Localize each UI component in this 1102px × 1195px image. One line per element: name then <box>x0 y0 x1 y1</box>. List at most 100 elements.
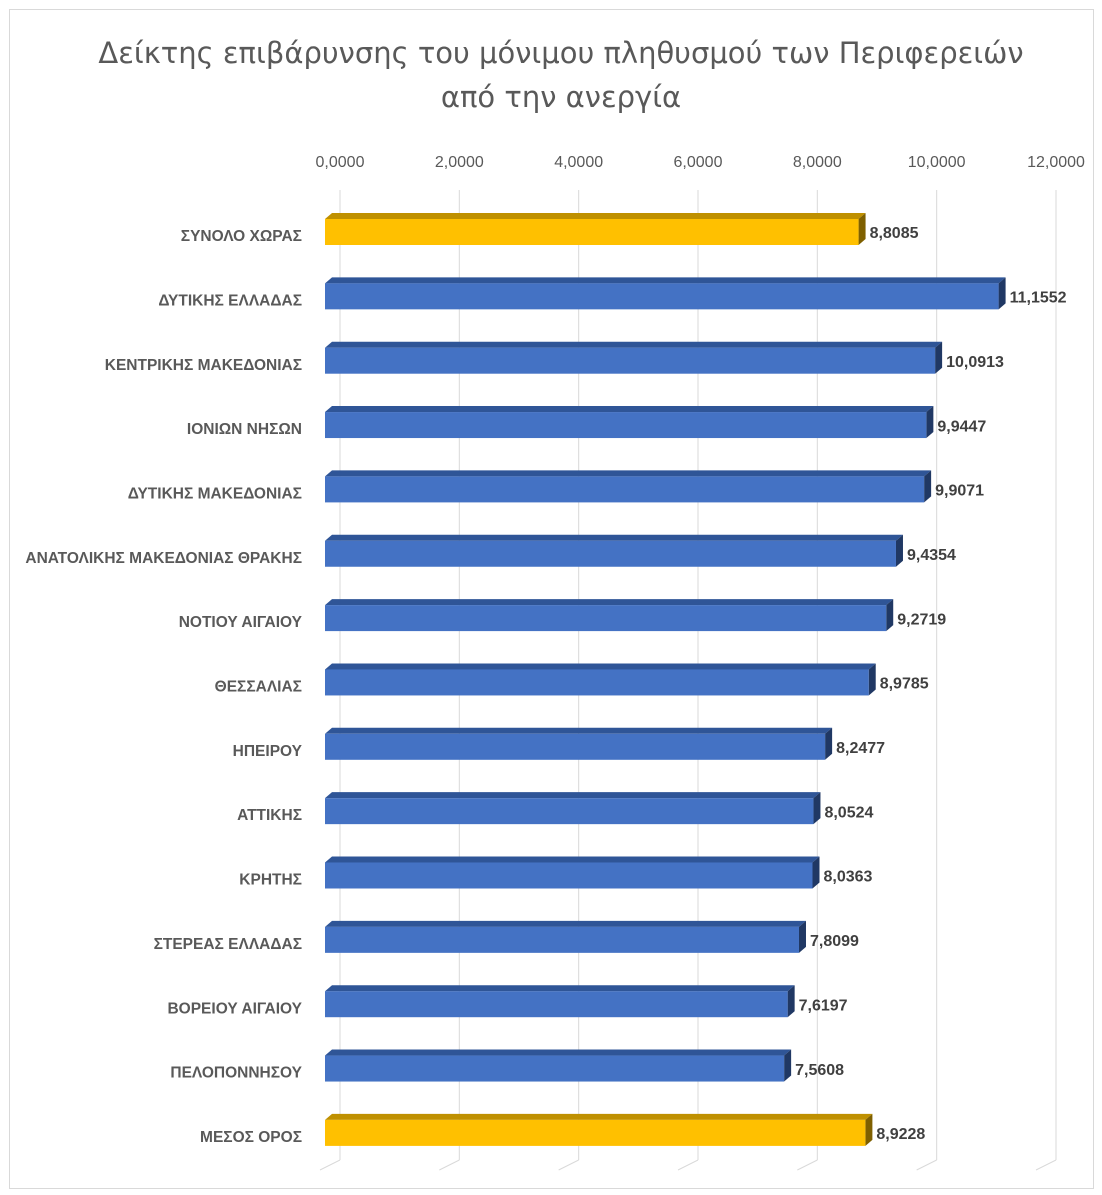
bar-front-face <box>325 219 859 245</box>
bar-value-label: 8,9228 <box>876 1126 925 1143</box>
category-label: ΜΕΣΟΣ ΟΡΟΣ <box>200 1129 302 1146</box>
bar-front-face <box>325 605 887 632</box>
bar-side-face <box>798 920 806 953</box>
bar-top-face <box>325 406 934 413</box>
bar-side-face <box>924 470 932 503</box>
bars <box>325 213 1006 1146</box>
x-tick-label: 6,0000 <box>674 154 723 171</box>
category-label: ΑΝΑΤΟΛΙΚΗΣ ΜΑΚΕΔΟΝΙΑΣ ΘΡΑΚΗΣ <box>25 550 302 567</box>
bar-value-label: 9,9071 <box>935 483 984 500</box>
gridline-foot <box>439 1159 460 1171</box>
bar-side-face <box>812 856 820 889</box>
category-label: ΣΤΕΡΕΑΣ ΕΛΛΑΔΑΣ <box>154 936 302 953</box>
bar-value-label: 8,0363 <box>823 869 872 886</box>
bar-front-face <box>325 1055 785 1082</box>
category-label: ΔΥΤΙΚΗΣ ΜΑΚΕΔΟΝΙΑΣ <box>128 485 302 502</box>
bar-side-face <box>787 985 795 1018</box>
category-label: ΚΡΗΤΗΣ <box>239 872 302 889</box>
bar-side-face <box>813 792 821 825</box>
bar-top-face <box>325 534 903 541</box>
bar-side-face <box>784 1049 792 1082</box>
bar <box>325 406 934 439</box>
bar-side-face <box>895 534 903 567</box>
bar-value-label: 11,1552 <box>1010 290 1067 307</box>
bar <box>325 341 943 374</box>
labels: 8,8085 ΣΥΝΟΛΟ ΧΩΡΑΣ 11,1552 ΔΥΤΙΚΗΣ ΕΛΛΑΔΑΣ… <box>25 225 1066 1146</box>
bar-top-face <box>325 1113 873 1120</box>
bar-side-face <box>935 341 943 374</box>
bar <box>325 985 795 1018</box>
bar-side-face <box>998 277 1006 310</box>
bar-value-label: 9,9447 <box>937 418 986 435</box>
bar-value-label: 8,2477 <box>836 740 885 757</box>
bar-value-label: 10,0913 <box>946 354 1004 371</box>
bar-front-face <box>325 669 869 696</box>
category-label: ΘΕΣΣΑΛΙΑΣ <box>215 679 302 696</box>
bar <box>325 470 932 503</box>
x-axis-ticks: 0,0000 2,0000 4,0000 6,0000 8,0000 10,0000 12,… <box>316 154 1085 171</box>
bar-value-label: 9,4354 <box>907 547 956 564</box>
gridline-foot <box>558 1159 579 1171</box>
bar-top-face <box>325 985 795 992</box>
bar-top-face <box>325 470 932 477</box>
gridline-foot <box>916 1159 937 1171</box>
bar-top-face <box>325 920 806 927</box>
bar <box>325 727 833 760</box>
x-tick-label: 10,0000 <box>908 154 966 171</box>
bar-value-label: 8,9785 <box>880 676 929 693</box>
bar-value-label: 7,6197 <box>799 997 848 1014</box>
bar-front-face <box>325 733 826 760</box>
bar <box>325 1113 873 1146</box>
bar-front-face <box>325 991 788 1018</box>
bar <box>325 663 876 696</box>
bar <box>325 534 903 567</box>
bar-top-face <box>325 213 866 219</box>
bar-front-face <box>325 862 813 889</box>
x-tick-label: 0,0000 <box>316 154 365 171</box>
bar-side-face <box>858 213 866 245</box>
bar-top-face <box>325 663 876 670</box>
category-label: ΠΕΛΟΠΟΝΝΗΣΟΥ <box>170 1065 302 1082</box>
bar-front-face <box>325 798 814 825</box>
bar-side-face <box>865 1113 873 1146</box>
category-label: ΝΟΤΙΟΥ ΑΙΓΑΙΟΥ <box>179 614 303 631</box>
x-tick-label: 2,0000 <box>435 154 484 171</box>
bar <box>325 1049 792 1082</box>
bar-front-face <box>325 540 896 567</box>
bar-side-face <box>825 727 833 760</box>
bar-front-face <box>325 283 999 310</box>
bar-front-face <box>325 1119 866 1146</box>
category-label: ΙΟΝΙΩΝ ΝΗΣΩΝ <box>187 421 302 438</box>
bar <box>325 792 821 825</box>
bar-top-face <box>325 727 833 734</box>
bar-value-label: 8,8085 <box>870 225 919 242</box>
bar-value-label: 7,5608 <box>795 1062 844 1079</box>
bar <box>325 277 1006 310</box>
bar <box>325 920 806 953</box>
bar-value-label: 9,2719 <box>897 611 946 628</box>
bar-side-face <box>868 663 876 696</box>
chart-frame <box>9 9 1094 1189</box>
chart-title-line-2: από την ανεργία <box>440 80 682 114</box>
bar-side-face <box>926 406 934 439</box>
bar-top-face <box>325 792 821 799</box>
category-label: ΚΕΝΤΡΙΚΗΣ ΜΑΚΕΔΟΝΙΑΣ <box>105 357 302 374</box>
bar-front-face <box>325 347 936 374</box>
bar-value-label: 7,8099 <box>810 933 859 950</box>
x-tick-label: 4,0000 <box>554 154 603 171</box>
gridline-foot <box>797 1159 818 1171</box>
gridline-foot <box>1035 1159 1057 1171</box>
bar-front-face <box>325 476 925 503</box>
category-label: ΣΥΝΟΛΟ ΧΩΡΑΣ <box>181 228 302 245</box>
bar-top-face <box>325 341 943 348</box>
bar-top-face <box>325 599 894 606</box>
bar <box>325 856 820 889</box>
bar <box>325 599 894 632</box>
chart-title-line-1: Δείκτης επιβάρυνσης του μόνιμου πληθυσμο… <box>98 36 1024 70</box>
bar-top-face <box>325 1049 792 1056</box>
bar-top-face <box>325 277 1006 284</box>
bar-front-face <box>325 412 927 439</box>
bar-front-face <box>325 926 799 953</box>
